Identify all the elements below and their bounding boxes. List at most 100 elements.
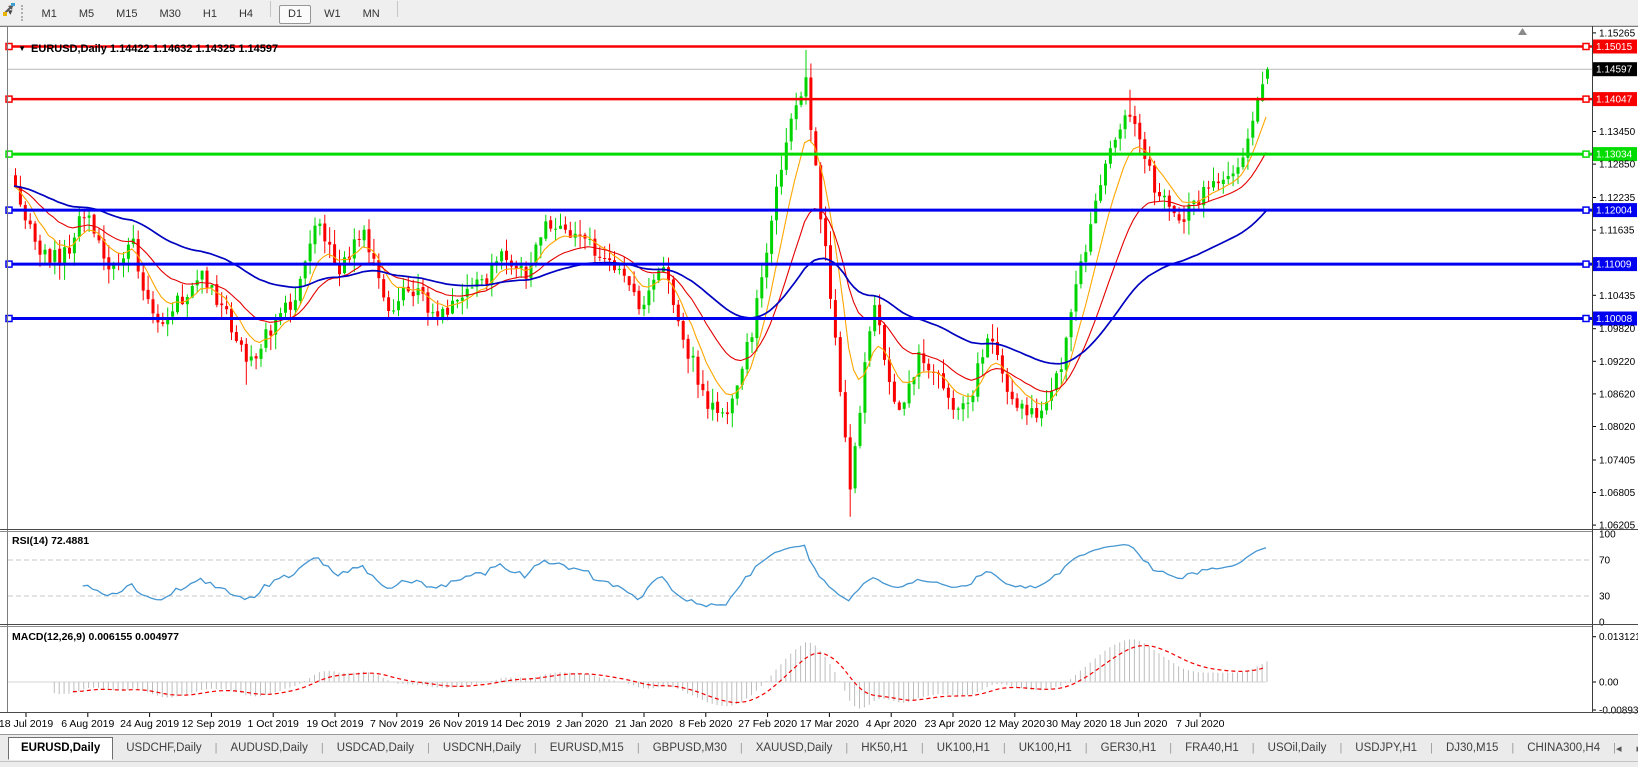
- collapse-arrow-icon[interactable]: ▼: [18, 44, 27, 53]
- tab-separator: |: [1613, 742, 1616, 754]
- tab-separator: |: [920, 742, 924, 754]
- timeframe-button-h1[interactable]: H1: [202, 8, 217, 20]
- hline-right-handle[interactable]: [1582, 314, 1590, 323]
- price-tick-label: 1.08020: [1599, 422, 1636, 433]
- chart-tab-uk100-h1[interactable]: UK100,H1: [1018, 742, 1072, 754]
- tab-separator: |: [1339, 742, 1343, 754]
- chart-tab-eurusd-daily[interactable]: EURUSD,Daily: [8, 736, 114, 760]
- current-price-tag-text: 1.14597: [1596, 65, 1633, 76]
- timeframe-button-m5[interactable]: M5: [78, 8, 95, 20]
- tab-separator: |: [845, 742, 849, 754]
- timeframe-button-d1[interactable]: D1: [279, 5, 312, 24]
- chart-tab-xauusd-daily[interactable]: XAUUSD,Daily: [755, 742, 833, 754]
- dropdown-arrow-icon[interactable]: ▾: [8, 7, 13, 17]
- price-tick-label: 1.06205: [1599, 521, 1636, 532]
- ohlc-text: 1.14422 1.14632 1.14325 1.14597: [109, 43, 279, 55]
- chart-tab-audusd-daily[interactable]: AUDUSD,Daily: [230, 742, 308, 754]
- price-tick-label: 1.10435: [1599, 291, 1636, 302]
- macd-signal-line: [72, 644, 1267, 704]
- date-label: 12 May 2020: [984, 718, 1045, 730]
- timeframe-buttons: M1 M5 M15 M30 H1 H4 D1 W1 MN: [31, 1, 404, 24]
- price-tick-label: 1.12235: [1599, 193, 1636, 204]
- moving-average-55: [13, 185, 1267, 365]
- chart-shift-marker[interactable]: [1518, 28, 1527, 35]
- macd-axis-label: 0.013121: [1599, 632, 1638, 643]
- chart-tab-dj30-m15[interactable]: DJ30,M15: [1445, 742, 1499, 754]
- chart-plot-area[interactable]: [8, 26, 1592, 712]
- chart-tab-hk50-h1[interactable]: HK50,H1: [861, 742, 908, 754]
- rsi-axis-label: 70: [1599, 556, 1611, 567]
- date-label: 18 Jul 2019: [0, 718, 53, 730]
- hline-right-handle[interactable]: [1582, 42, 1590, 51]
- chart-canvas[interactable]: 1.15015 1.14047 1.13034 1.12004 1.11009 1.100…: [0, 0, 1638, 734]
- tab-scroll-arrows[interactable]: ◂ ▸: [1615, 742, 1638, 755]
- tab-separator: |: [320, 742, 324, 754]
- tab-separator: |: [739, 742, 743, 754]
- timeframe-button-m1[interactable]: M1: [41, 8, 57, 20]
- date-label: 4 Apr 2020: [866, 718, 917, 730]
- time-axis[interactable]: [8, 712, 1592, 733]
- date-label: 6 Aug 2019: [61, 718, 114, 730]
- hline-left-handle[interactable]: [5, 150, 13, 158]
- rsi-axis-label: 0: [1599, 618, 1605, 629]
- hline-price-tag-text: 1.15015: [1596, 42, 1633, 53]
- tab-separator: |: [1251, 742, 1255, 754]
- chart-tab-usdcad-daily[interactable]: USDCAD,Daily: [336, 742, 415, 754]
- chart-tab-usdcnh-daily[interactable]: USDCNH,Daily: [442, 742, 521, 754]
- hline-price-tag: [1593, 92, 1637, 107]
- hline-price-tag: [1593, 311, 1637, 326]
- chart-tab-china300-h4[interactable]: CHINA300,H4: [1527, 742, 1601, 754]
- date-label: 30 May 2020: [1046, 718, 1107, 730]
- timeframe-button-h4[interactable]: H4: [238, 8, 254, 20]
- timeframe-button-mn[interactable]: MN: [362, 8, 380, 20]
- hline-right-handle[interactable]: [1582, 150, 1590, 158]
- rsi-line: [82, 543, 1267, 608]
- hline-left-handle[interactable]: [5, 42, 13, 51]
- hline-left-handle[interactable]: [5, 95, 13, 103]
- window-resize-strip: [0, 761, 1638, 767]
- chart-tab-usdchf-daily[interactable]: USDCHF,Daily: [126, 742, 202, 754]
- date-label: 17 Mar 2020: [800, 718, 859, 730]
- rsi-indicator-label: RSI(14) 72.4881: [12, 535, 90, 547]
- chart-tab-ger30-h1[interactable]: GER30,H1: [1100, 742, 1157, 754]
- tab-separator: |: [533, 742, 537, 754]
- tab-separator: |: [1430, 742, 1433, 754]
- hline-left-handle[interactable]: [5, 206, 13, 214]
- macd-axis-label: 0.00: [1599, 678, 1619, 689]
- tab-separator: |: [636, 742, 640, 754]
- chart-tab-gbpusd-m30[interactable]: GBPUSD,M30: [652, 742, 727, 754]
- price-axis[interactable]: [1592, 26, 1638, 712]
- toolbar-grip[interactable]: [20, 4, 23, 21]
- hline-price-tag-text: 1.13034: [1596, 150, 1633, 161]
- date-label: 7 Nov 2019: [370, 718, 424, 730]
- hline-right-handle[interactable]: [1582, 206, 1590, 214]
- hline-left-handle[interactable]: [5, 260, 13, 268]
- tab-separator: |: [427, 742, 430, 754]
- top-toolbar: ▾ M1 M5 M15 M30 H1 H4 D1 W1 MN: [0, 0, 1638, 26]
- hline-price-tag: [1593, 39, 1637, 54]
- hline-price-tag-text: 1.12004: [1596, 206, 1633, 217]
- timeframe-button-w1[interactable]: W1: [324, 8, 341, 20]
- chart-tab-eurusd-m15[interactable]: EURUSD,M15: [549, 742, 624, 754]
- hline-right-handle[interactable]: [1582, 95, 1590, 103]
- date-label: 26 Nov 2019: [429, 718, 489, 730]
- toolbar-separator: [396, 1, 398, 17]
- chart-tab-usdjpy-h1[interactable]: USDJPY,H1: [1355, 742, 1418, 754]
- chart-tab-usoil-daily[interactable]: USOil,Daily: [1267, 742, 1327, 754]
- hline-price-tag: [1593, 257, 1637, 272]
- date-label: 27 Feb 2020: [738, 718, 797, 730]
- chart-tab-uk100-h1[interactable]: UK100,H1: [936, 742, 990, 754]
- timeframe-button-m15[interactable]: M15: [116, 8, 138, 20]
- hline-left-handle[interactable]: [5, 314, 13, 323]
- chart-tab-fra40-h1[interactable]: FRA40,H1: [1185, 742, 1239, 754]
- hline-price-tag: [1593, 147, 1637, 162]
- hline-right-handle[interactable]: [1582, 260, 1590, 268]
- macd-axis-label: -0.00893: [1599, 706, 1638, 717]
- hline-price-tag-text: 1.14047: [1596, 95, 1633, 106]
- timeframe-button-m30[interactable]: M30: [159, 8, 181, 20]
- price-tick-label: 1.12850: [1599, 160, 1636, 171]
- tab-separator: |: [214, 742, 218, 754]
- date-label: 19 Oct 2019: [306, 718, 363, 730]
- date-label: 21 Jan 2020: [615, 718, 673, 730]
- draw-tool-icon[interactable]: [2, 3, 15, 16]
